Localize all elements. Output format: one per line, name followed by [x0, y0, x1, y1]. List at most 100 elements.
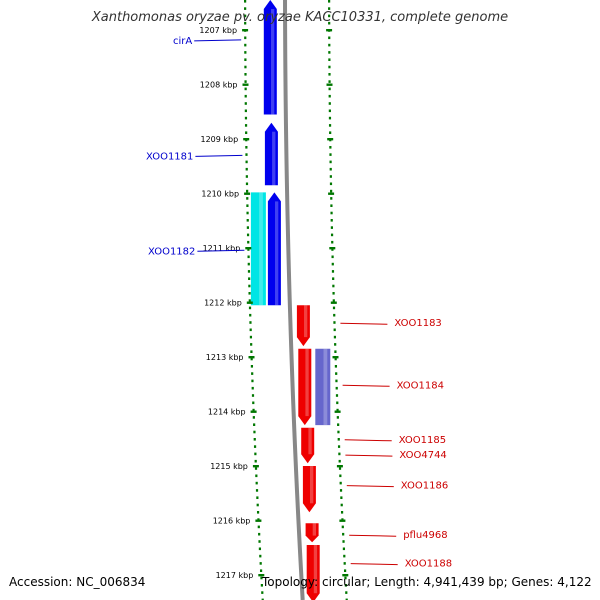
- gene-highlight: [312, 523, 316, 536]
- inner-ring-dots: [244, 0, 264, 600]
- ring-dot: [260, 584, 263, 587]
- tick-grid: [244, 0, 348, 600]
- kbp-scale: 1207 kbp 1208 kbp 1209 kbp 1210 kbp 1211 kbp…: [199, 26, 349, 580]
- ring-dot: [328, 14, 331, 18]
- ring-dot: [256, 503, 259, 507]
- ring-dot: [338, 452, 341, 456]
- kbp-tick: [245, 247, 252, 250]
- ring-dot: [337, 423, 340, 426]
- ring-dot: [245, 182, 249, 186]
- outer-kbp-tick: [336, 465, 343, 468]
- gene-label-text: XOO1182: [148, 246, 195, 257]
- ring-dot: [255, 489, 259, 492]
- ring-dot: [328, 73, 331, 76]
- gene-feature: [296, 305, 310, 347]
- ring-dot: [334, 343, 337, 346]
- kbp-tick: [242, 83, 249, 86]
- gene-label-text: XOO1186: [401, 481, 448, 492]
- ring-dot: [244, 14, 247, 18]
- kbp-tick-label: 1215 kbp: [210, 462, 248, 471]
- ring-dot: [330, 233, 334, 237]
- gene-label-xoo1188: XOO1188: [350, 559, 452, 570]
- ring-dot: [252, 408, 255, 412]
- outer-kbp-tick: [327, 138, 334, 141]
- ring-dot: [254, 467, 258, 470]
- ring-dot: [250, 343, 253, 346]
- ring-dot: [340, 511, 344, 514]
- ring-dot: [261, 591, 264, 594]
- kbp-tick-label: 1216 kbp: [213, 517, 251, 526]
- ring-dot: [250, 357, 253, 361]
- ring-dot: [338, 467, 342, 470]
- gene-label-xoo1182: XOO1182: [148, 246, 245, 257]
- ring-dot: [250, 365, 254, 368]
- ring-dot: [246, 226, 249, 229]
- gene-label-text: XOO1183: [394, 318, 441, 329]
- gene-label-pflu4968: pflu4968: [349, 530, 448, 541]
- ring-dot: [329, 160, 332, 164]
- ring-dot: [328, 58, 331, 61]
- ring-dot: [261, 598, 264, 600]
- ring-dot: [255, 474, 258, 478]
- ring-dot: [331, 248, 334, 251]
- ring-dot: [331, 270, 335, 273]
- ring-dot: [244, 94, 247, 98]
- gene-feature: [264, 122, 278, 186]
- kbp-tick: [243, 138, 250, 141]
- ring-dot: [339, 489, 343, 492]
- gene-highlight: [308, 427, 312, 455]
- ring-dot: [251, 394, 255, 397]
- ring-dot: [328, 43, 331, 47]
- gene-label-xoo4744: XOO4744: [345, 450, 447, 461]
- gene-label-text: pflu4968: [403, 530, 447, 541]
- gene-feature: [263, 0, 277, 115]
- ring-dot: [335, 386, 338, 390]
- gene-feature: [267, 192, 281, 306]
- ring-dot: [253, 430, 256, 434]
- ring-dot: [334, 350, 337, 353]
- ring-dot: [328, 102, 331, 105]
- ring-dot: [336, 416, 339, 419]
- ring-dot: [328, 94, 331, 98]
- ring-dot: [343, 554, 346, 558]
- ring-dot: [246, 197, 249, 200]
- ring-dot: [328, 87, 331, 91]
- ring-dot: [330, 189, 333, 193]
- label-leader-line: [346, 485, 394, 488]
- ring-dot: [332, 277, 335, 280]
- topology-text: Topology: circular; Length: 4,941,439 bp…: [262, 575, 592, 589]
- ring-dot: [244, 21, 247, 25]
- ring-dot: [252, 416, 255, 419]
- ring-dot: [244, 87, 247, 91]
- label-leader-line: [194, 39, 242, 42]
- ring-dot: [244, 73, 247, 76]
- ring-dot: [249, 313, 252, 317]
- gene-labels: cirA XOO1181 XOO1182 XOO1183 XOO1184 XOO1185 X…: [146, 36, 452, 570]
- ring-dot: [251, 379, 254, 383]
- kbp-tick: [255, 519, 262, 522]
- gene-highlight: [313, 545, 318, 594]
- ring-dot: [344, 576, 347, 580]
- gene-label-xoo1186: XOO1186: [346, 481, 448, 492]
- gene-feature: [315, 348, 331, 426]
- ring-dot: [338, 459, 341, 463]
- kbp-tick-label: 1208 kbp: [200, 81, 238, 90]
- ring-dot: [332, 306, 336, 310]
- ring-dot: [258, 547, 262, 551]
- ring-dot: [244, 65, 247, 69]
- ring-dot: [333, 313, 336, 317]
- gene-feature: [301, 427, 315, 464]
- gene-label-xoo1181: XOO1181: [146, 151, 243, 162]
- ring-dot: [259, 569, 263, 572]
- ring-dot: [329, 182, 333, 186]
- gene-label-xoo1183: XOO1183: [340, 318, 442, 329]
- ring-dot: [245, 167, 248, 171]
- ring-dot: [336, 408, 339, 412]
- gene-label-xoo1184: XOO1184: [342, 380, 444, 391]
- outer-kbp-tick: [332, 356, 339, 359]
- ring-dot: [342, 547, 346, 551]
- ring-dot: [251, 386, 254, 390]
- ring-dot: [246, 211, 249, 215]
- kbp-tick-label: 1217 kbp: [216, 571, 254, 580]
